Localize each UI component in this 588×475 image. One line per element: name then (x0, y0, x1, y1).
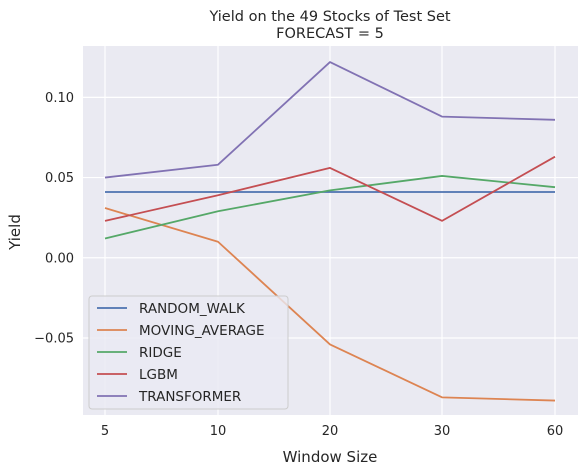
series-line-lgbm (104, 155, 556, 222)
x-axis-title: Window Size (283, 448, 378, 466)
y-tick-label: 0.05 (45, 171, 74, 186)
series-lines (104, 61, 556, 402)
legend-label-random-walk: RANDOM_WALK (139, 301, 246, 317)
chart-subtitle: FORECAST = 5 (276, 26, 384, 42)
tick-labels: 5 10 20 30 60 −0.05 0.00 0.05 0.10 (34, 91, 563, 439)
grid-lines (83, 46, 578, 415)
legend-label-lgbm: LGBM (139, 367, 178, 383)
x-tick-label: 10 (210, 424, 227, 439)
x-tick-label: 20 (322, 424, 339, 439)
y-tick-label: 0.00 (45, 251, 74, 266)
legend-box (88, 295, 289, 410)
x-tick-label: 5 (101, 424, 109, 439)
y-axis-title: Yield (6, 214, 24, 251)
x-tick-label: 30 (434, 424, 451, 439)
legend-label-moving-average: MOVING_AVERAGE (139, 323, 265, 339)
legend-label-transformer: TRANSFORMER (138, 389, 241, 405)
series-line-transformer (104, 61, 556, 179)
chart-title: Yield on the 49 Stocks of Test Set (208, 9, 450, 25)
y-tick-label: 0.10 (45, 91, 74, 106)
series-line-ridge (104, 175, 556, 240)
y-tick-label: −0.05 (34, 331, 74, 346)
legend: RANDOM_WALK MOVING_AVERAGE RIDGE LGBM TRANSF… (88, 295, 289, 410)
series-line-moving-average (104, 207, 556, 402)
x-tick-label: 60 (547, 424, 564, 439)
legend-label-ridge: RIDGE (139, 345, 182, 361)
